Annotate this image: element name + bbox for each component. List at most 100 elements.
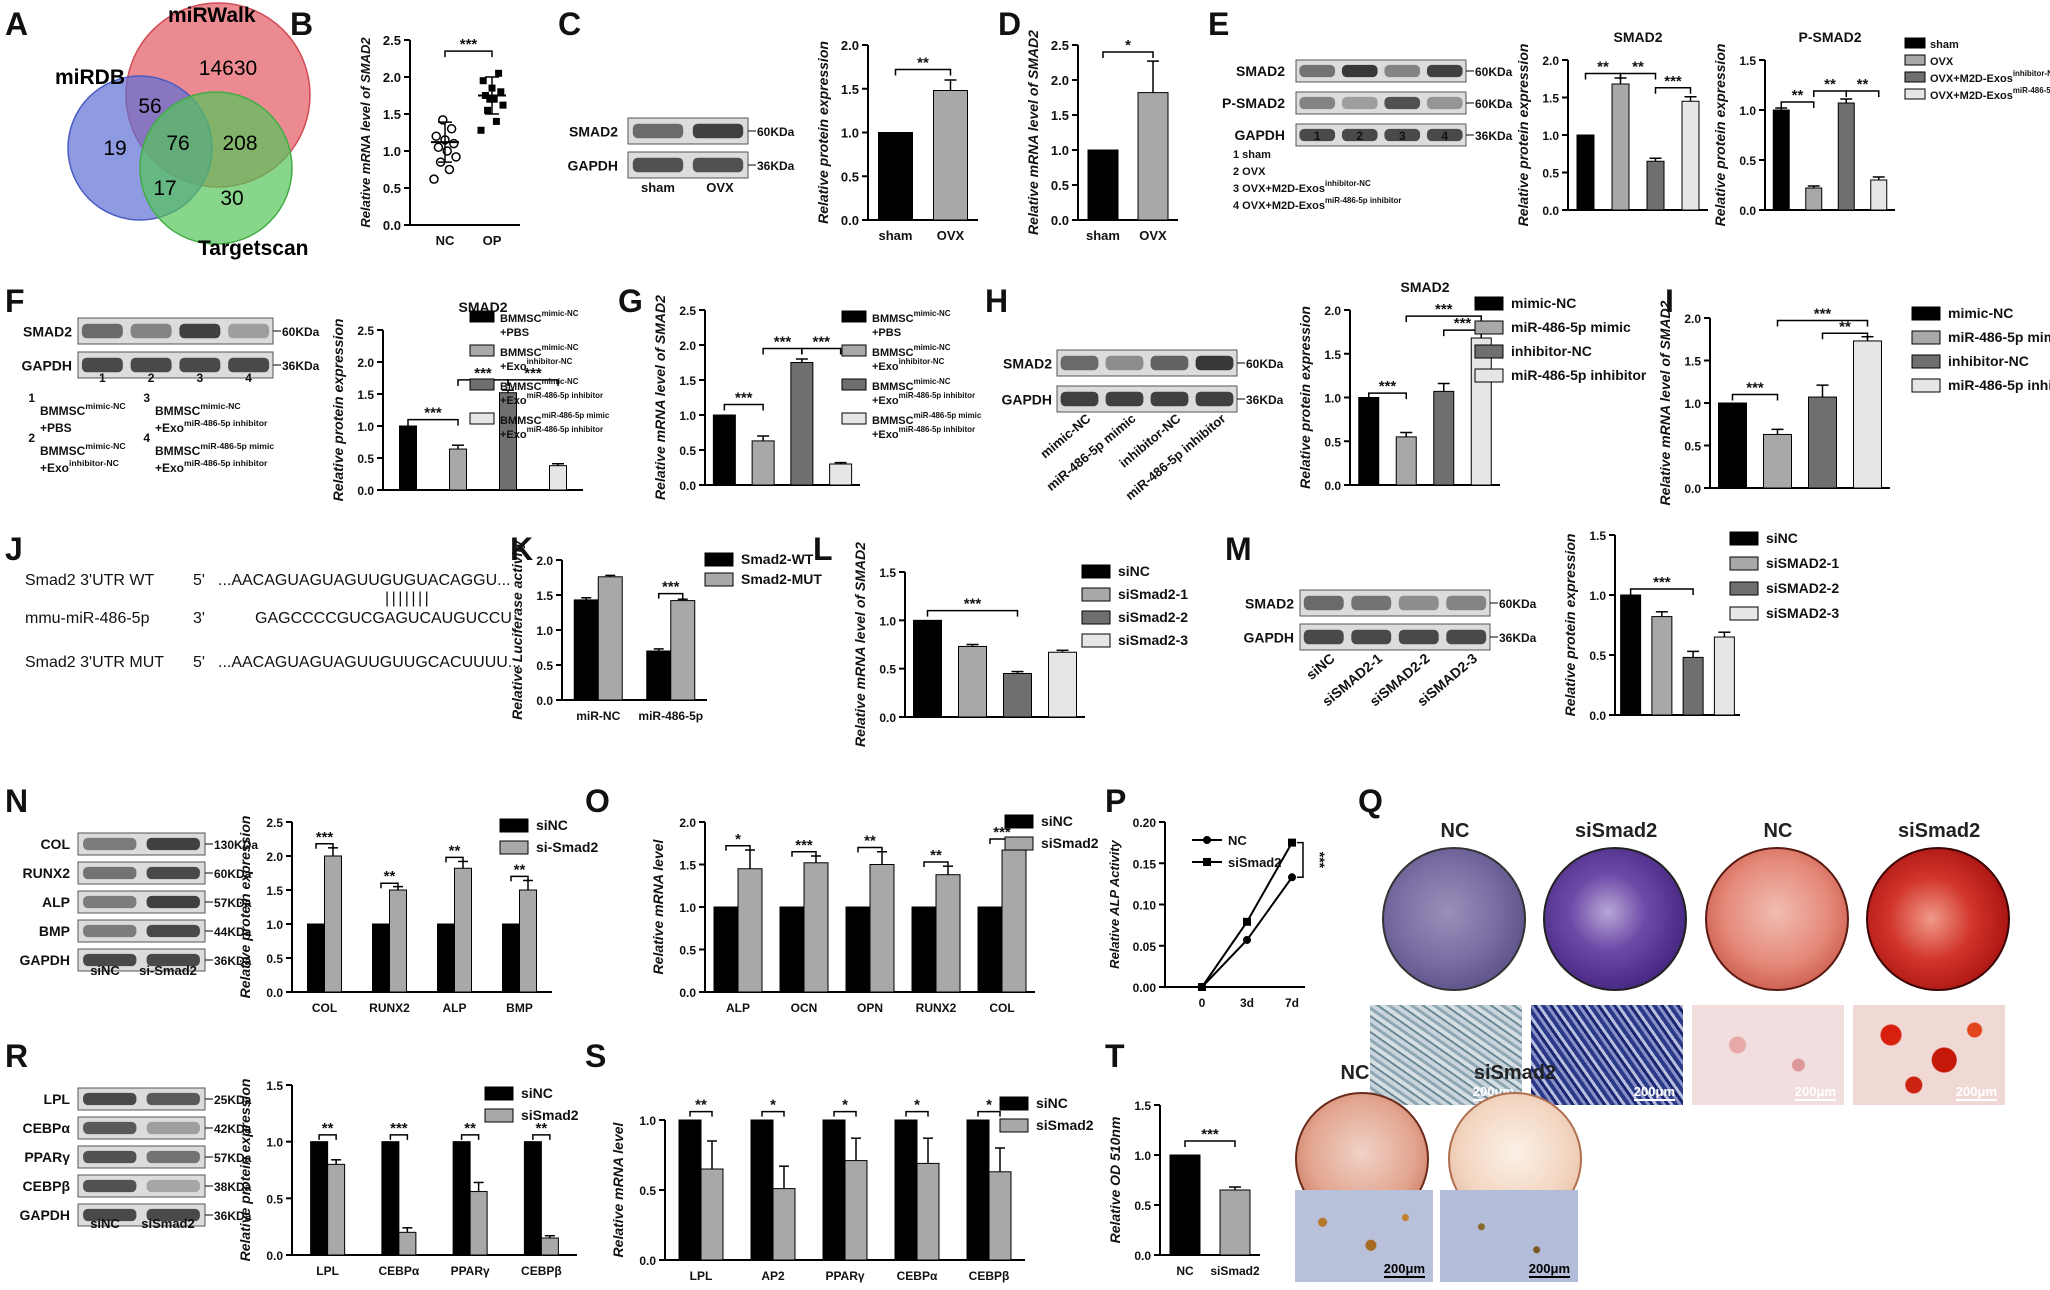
- y-tick-label: 0.5: [1739, 154, 1756, 168]
- lane-label: siNC: [90, 1216, 120, 1231]
- legend-swatch: [1081, 587, 1111, 602]
- panel-label-r: R: [5, 1038, 29, 1074]
- y-tick-label: 0.15: [1133, 857, 1157, 871]
- bar: [523, 1141, 542, 1256]
- y-tick-label: 0.0: [1324, 479, 1341, 493]
- legend-label: OVX: [1930, 56, 1954, 68]
- data-point: [479, 77, 487, 85]
- legend-label: sham: [1930, 39, 1959, 51]
- significance-bracket: [507, 379, 559, 386]
- image-label-nc: NC: [1763, 820, 1793, 842]
- bar: [310, 1141, 329, 1256]
- seq-pairing: | | | | | | |: [385, 590, 429, 607]
- legend-swatch: [1911, 354, 1941, 369]
- legend-label: BMMSCmimic-NC: [500, 309, 579, 325]
- bar: [751, 440, 775, 486]
- panel-label-o: O: [585, 783, 610, 819]
- legend-label: NC: [1228, 833, 1247, 848]
- plate-alp-nc: [1382, 847, 1526, 991]
- legend-swatch: [499, 818, 529, 833]
- venn-count-targetscan-only: 30: [220, 187, 243, 210]
- blot-band: [146, 924, 200, 938]
- blot-band: [146, 1121, 200, 1135]
- x-tick-label: OPN: [857, 1001, 883, 1015]
- image-label-sismad2: siSmad2: [1575, 820, 1658, 842]
- y-tick-label: 0.0: [1589, 709, 1606, 723]
- blot-band: [1195, 391, 1234, 407]
- legend-swatch: [1004, 836, 1034, 851]
- blot-band: [83, 837, 137, 851]
- y-tick-label: 1.5: [357, 388, 374, 402]
- y-tick-label: 0.5: [266, 952, 283, 966]
- significance-label: ***: [1379, 378, 1397, 395]
- size-label: 38KDa: [214, 1180, 252, 1194]
- bar: [324, 855, 342, 993]
- bar: [499, 392, 517, 491]
- bar: [1470, 337, 1492, 486]
- significance-bracket: [833, 1110, 857, 1117]
- bar: [549, 465, 567, 491]
- legend-label: siSmad2: [1036, 1117, 1094, 1133]
- data-point: [1243, 935, 1251, 944]
- significance-label: **: [1824, 76, 1836, 93]
- blot-band: [146, 1208, 200, 1222]
- legend-swatch: [841, 344, 867, 357]
- bar: [1805, 187, 1823, 211]
- y-tick-label: 0.0: [1542, 204, 1559, 218]
- blot-band: [1105, 391, 1144, 407]
- data-point: [499, 101, 507, 109]
- data-point: [492, 117, 500, 125]
- blot-band: [130, 323, 172, 339]
- venn-set-targetscan: Targetscan: [198, 237, 309, 260]
- significance-bracket: [1297, 841, 1304, 879]
- blot-band: [692, 123, 744, 139]
- blot-band: [83, 895, 137, 909]
- significance-label: ***: [812, 334, 830, 351]
- significance-label: ***: [424, 405, 442, 422]
- legend-swatch: [1729, 556, 1759, 571]
- legend-swatch: [1474, 368, 1504, 383]
- blot-band: [1384, 96, 1421, 110]
- legend-label: siSMAD2-1: [1766, 555, 1839, 571]
- legend-swatch: [1904, 88, 1926, 100]
- lane-number: 3: [1399, 129, 1406, 143]
- blot-row-label: SMAD2: [569, 124, 618, 140]
- y-tick-label: 1.0: [679, 409, 696, 423]
- x-tick-label: 7d: [1285, 996, 1299, 1010]
- bar: [966, 1119, 990, 1261]
- significance-label: ***: [964, 596, 982, 613]
- bar: [790, 362, 814, 486]
- data-point: [433, 142, 444, 153]
- significance-label: **: [449, 842, 461, 859]
- blot-band: [1299, 64, 1336, 78]
- bar: [869, 864, 895, 993]
- panel-label-i: I: [1665, 283, 1674, 319]
- bar: [646, 650, 672, 701]
- image-panel-q: NC siSmad2 NC siSmad2: [1370, 820, 2050, 1020]
- legend-swatch: [841, 378, 867, 391]
- bar: [573, 599, 599, 701]
- lane-legend: 3 OVX+M2D-Exosinhibitor-NC: [1233, 179, 1371, 195]
- legend-label: siSmad2: [521, 1107, 579, 1123]
- plate-ars-nc: [1705, 847, 1849, 991]
- size-label: 36KDa: [282, 359, 320, 373]
- bar: [449, 448, 467, 491]
- x-tick-label: sham: [1086, 228, 1120, 243]
- seq-end: 5': [193, 654, 205, 671]
- y-axis-label: Relative ALP Activity: [1107, 839, 1122, 968]
- bar: [1611, 83, 1630, 211]
- significance-bracket: [1102, 51, 1154, 58]
- significance-label: **: [514, 861, 526, 878]
- data-point: [497, 88, 505, 96]
- bar: [307, 923, 325, 993]
- blot-band: [1303, 629, 1344, 645]
- seq-label: Smad2 3'UTR MUT: [25, 654, 165, 671]
- lane-number: 4: [1441, 129, 1448, 143]
- significance-label: **: [1857, 76, 1869, 93]
- bar: [1681, 100, 1700, 211]
- bar: [540, 1237, 559, 1256]
- venn-count-mirwalk-mirdb: 56: [138, 95, 161, 118]
- bar: [779, 906, 805, 993]
- legend-label: miR-486-5p mimic: [1511, 319, 1631, 335]
